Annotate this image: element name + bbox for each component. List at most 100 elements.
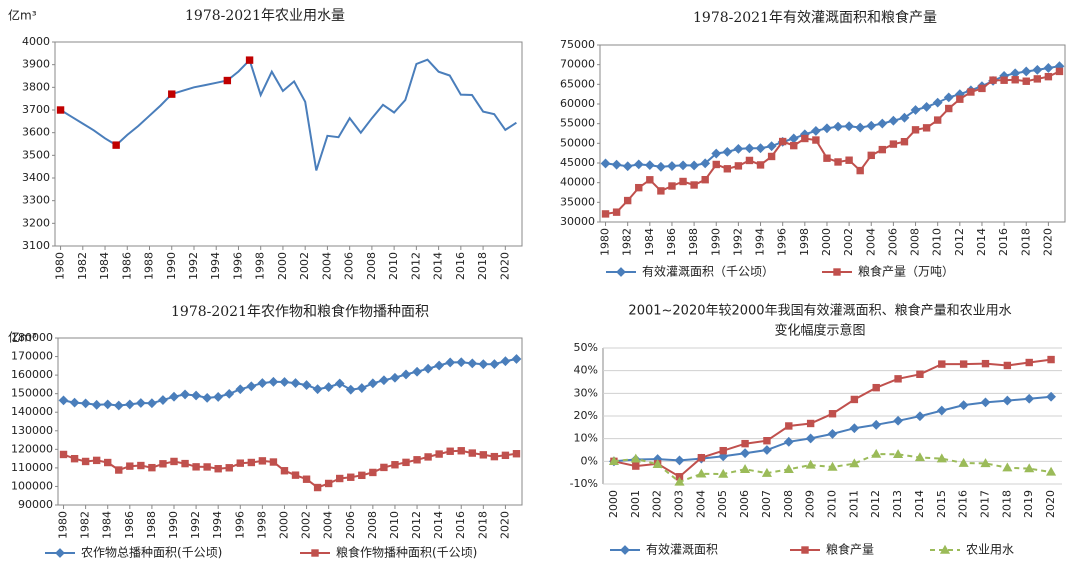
point: [914, 452, 925, 462]
x-tick-label: 1990: [165, 252, 178, 280]
point: [936, 405, 947, 416]
point: [479, 451, 488, 459]
x-tick-label: 1986: [665, 228, 678, 256]
point: [945, 104, 953, 113]
point: [334, 378, 345, 389]
point: [358, 471, 366, 480]
point: [827, 428, 838, 439]
x-tick-label: 1980: [57, 511, 70, 539]
point: [302, 475, 311, 483]
x-tick-label: 2012: [953, 228, 966, 256]
point: [247, 458, 256, 467]
plot-frame: [54, 41, 523, 247]
point: [632, 462, 640, 470]
x-tick-label: 2001: [629, 490, 642, 518]
point: [112, 141, 120, 149]
point: [235, 384, 246, 395]
x-tick-label: 2004: [864, 228, 877, 256]
x-tick-label: 1984: [98, 252, 111, 280]
point: [501, 451, 510, 460]
point: [323, 382, 334, 392]
point: [600, 158, 611, 169]
point: [81, 457, 90, 466]
point: [633, 159, 644, 170]
point: [336, 474, 344, 483]
x-tick-label: 2018: [1019, 228, 1032, 256]
point: [805, 433, 816, 444]
point: [622, 161, 633, 172]
y-tick-label: 3600: [22, 126, 50, 139]
point: [690, 181, 698, 189]
point: [56, 106, 65, 114]
point: [1046, 391, 1056, 402]
point: [834, 158, 842, 166]
point: [1044, 72, 1053, 81]
point: [623, 196, 632, 205]
point: [958, 457, 969, 467]
chart-title: 1978-2021年农业用水量: [185, 8, 345, 24]
point: [124, 399, 135, 410]
point: [269, 458, 278, 466]
legend-marker: [620, 545, 630, 555]
point: [102, 399, 113, 410]
point: [790, 141, 798, 150]
y-tick-label: 4000: [22, 35, 50, 48]
point: [978, 84, 986, 93]
point: [877, 118, 888, 129]
point: [712, 160, 720, 169]
legend-marker: [616, 267, 626, 277]
point: [367, 378, 378, 389]
point: [378, 375, 389, 386]
point: [785, 422, 793, 430]
point: [159, 460, 167, 468]
x-tick-label: 1980: [599, 228, 612, 256]
point: [697, 454, 706, 462]
point: [657, 187, 665, 195]
y-tick-label: 45000: [560, 156, 595, 169]
x-tick-label: 1986: [120, 252, 133, 280]
x-tick-label: 1994: [209, 252, 222, 280]
point: [291, 471, 300, 479]
x-tick-label: 2020: [1044, 490, 1057, 518]
x-tick-label: 2002: [298, 252, 311, 280]
point: [279, 377, 290, 387]
x-tick-label: 2008: [365, 252, 378, 280]
point: [180, 389, 190, 400]
point: [823, 154, 831, 162]
point: [168, 90, 176, 98]
legend-marker: [55, 548, 65, 558]
point: [1024, 463, 1035, 473]
point: [833, 121, 843, 132]
point: [767, 152, 776, 161]
point: [224, 388, 235, 399]
y-tick-label: 180000: [11, 331, 53, 344]
legend-label: 粮食产量（万吨）: [858, 264, 954, 279]
y-tick-label: 30000: [560, 215, 595, 228]
point: [223, 76, 232, 85]
point: [146, 398, 157, 409]
point: [845, 156, 853, 164]
x-tick-label: 1990: [167, 511, 180, 539]
x-tick-label: 2003: [673, 490, 686, 518]
point: [478, 359, 489, 370]
x-tick-label: 2016: [997, 228, 1010, 256]
legend-marker: [311, 549, 319, 557]
point: [413, 456, 421, 464]
point: [741, 439, 749, 448]
point: [137, 461, 145, 470]
x-tick-label: 2020: [498, 252, 511, 280]
y-tick-label: 3200: [22, 216, 50, 229]
x-tick-label: 2014: [913, 490, 926, 518]
point: [434, 360, 445, 371]
x-tick-label: 2000: [820, 228, 833, 256]
point: [805, 459, 816, 469]
point: [1025, 358, 1033, 367]
point: [412, 366, 422, 377]
x-tick-label: 2012: [410, 511, 423, 539]
point: [347, 473, 355, 481]
point: [457, 447, 465, 455]
point: [668, 182, 676, 190]
x-tick-label: 2014: [432, 252, 445, 280]
point: [900, 138, 909, 146]
